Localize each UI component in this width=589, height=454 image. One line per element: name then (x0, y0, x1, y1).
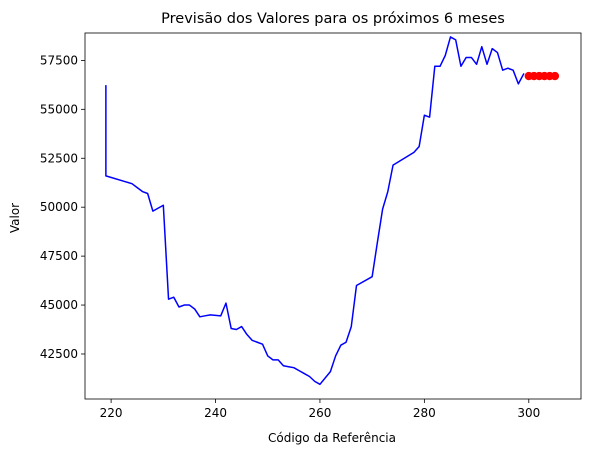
plot-area (105, 36, 560, 386)
chart-title: Previsão dos Valores para os próximos 6 … (161, 11, 505, 27)
axes-frame (84, 32, 582, 400)
y-tick-label: 45000 (40, 298, 78, 312)
y-tick-label: 42500 (40, 347, 78, 361)
y-axis-title: Valor (8, 203, 22, 233)
x-tick-label: 240 (204, 406, 227, 420)
axes: 220 240 260 280 300 42500 45000 47500 50000 52500… (40, 32, 582, 420)
y-tick-label: 50000 (40, 200, 78, 214)
y-tick-label: 47500 (40, 249, 78, 263)
series-line-0 (105, 36, 525, 386)
x-tick-label: 260 (308, 406, 331, 420)
y-tick-label: 52500 (40, 151, 78, 165)
y-tick-label: 57500 (40, 53, 78, 67)
x-axis-title: Código da Referência (268, 431, 396, 445)
y-tick-label: 55000 (40, 102, 78, 116)
forecast-point (550, 71, 560, 81)
x-tick-label: 220 (100, 406, 123, 420)
x-tick-label: 280 (413, 406, 436, 420)
x-tick-label: 300 (517, 406, 540, 420)
